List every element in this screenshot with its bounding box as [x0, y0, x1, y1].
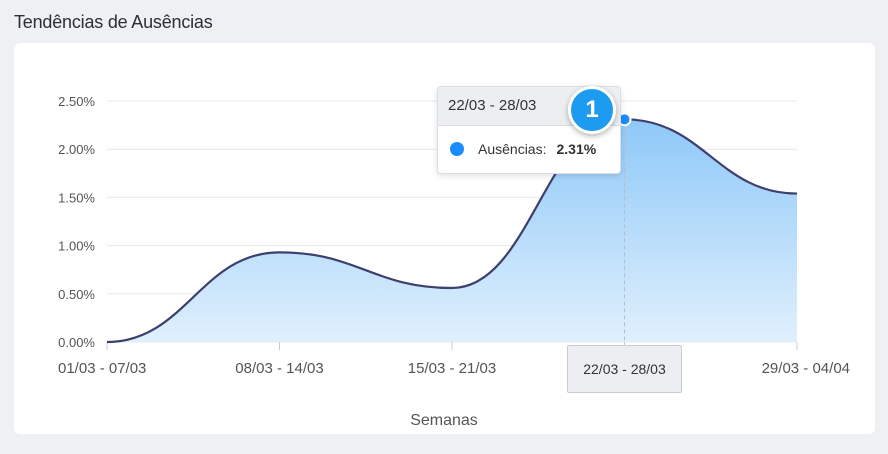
y-tick-label: 1.00% [58, 239, 95, 254]
area-fill [107, 119, 797, 342]
y-tick-label: 0.50% [58, 287, 95, 302]
y-tick-label: 1.50% [58, 190, 95, 205]
x-tick-label: 01/03 - 07/03 [58, 360, 146, 377]
chart-tooltip: 22/03 - 28/03 Ausências: 2.31% [437, 86, 621, 174]
page-title: Tendências de Ausências [14, 12, 213, 32]
y-tick-label: 0.00% [58, 335, 95, 350]
step-badge: 1 [568, 86, 616, 134]
x-axis: 01/03 - 07/03 08/03 - 14/03 15/03 - 21/03 2… [58, 342, 850, 377]
x-axis-hover-label: 22/03 - 28/03 [567, 345, 682, 393]
tooltip-value: 2.31% [556, 141, 597, 157]
x-tick-label: 15/03 - 21/03 [408, 360, 496, 377]
y-tick-label: 2.00% [58, 142, 95, 157]
tooltip-series-label: Ausências: [478, 141, 547, 157]
x-tick-label: 08/03 - 14/03 [235, 360, 323, 377]
series-line [106, 118, 798, 344]
series-color-dot [450, 142, 464, 156]
tooltip-body: Ausências: 2.31% [438, 126, 620, 172]
y-axis: 0.00% 0.50% 1.00% 1.50% 2.00% 2.50% [58, 94, 95, 350]
x-axis-title: Semanas [410, 412, 478, 429]
x-tick-label: 29/03 - 04/04 [762, 360, 850, 377]
y-tick-label: 2.50% [58, 94, 95, 109]
